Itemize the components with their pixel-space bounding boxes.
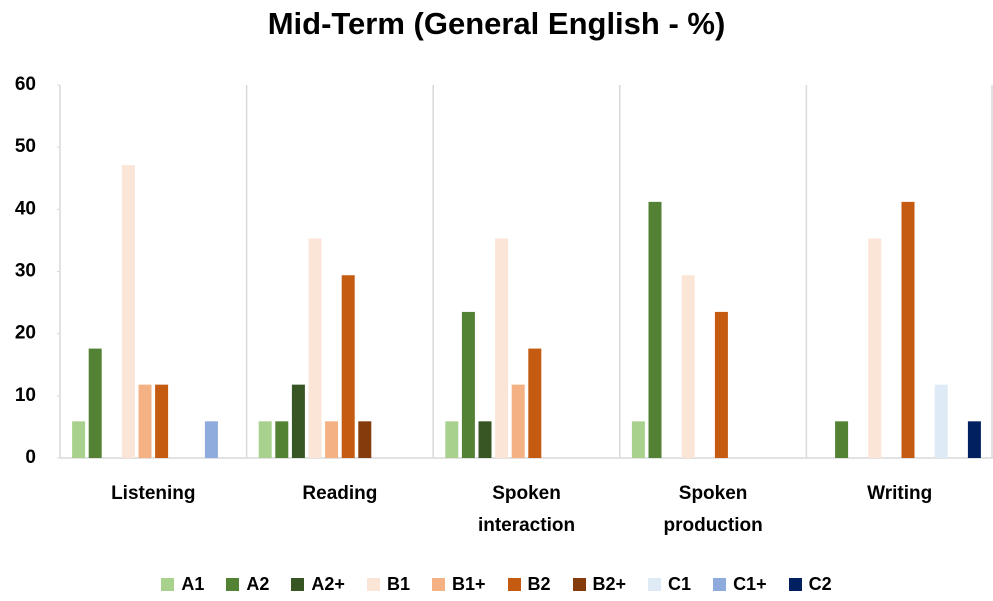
legend-swatch bbox=[713, 578, 727, 591]
legend-swatch bbox=[788, 578, 802, 591]
bar bbox=[648, 201, 662, 458]
x-tick-label: Spoken production bbox=[663, 483, 763, 536]
legend-swatch bbox=[226, 578, 240, 591]
bar bbox=[934, 384, 948, 458]
bar bbox=[445, 421, 459, 458]
x-tick-label: Spoken interaction bbox=[477, 483, 576, 536]
y-tick-label: 20 bbox=[15, 323, 36, 344]
legend-swatch bbox=[572, 578, 586, 591]
bar bbox=[88, 348, 102, 458]
bar bbox=[155, 384, 169, 458]
bar bbox=[511, 384, 525, 458]
legend-swatch bbox=[291, 578, 305, 591]
bar bbox=[528, 348, 542, 458]
x-tick-label: Reading bbox=[302, 483, 378, 504]
bar bbox=[72, 421, 86, 458]
legend-label: A2 bbox=[246, 574, 270, 594]
bar bbox=[341, 275, 355, 458]
legend-swatch bbox=[507, 578, 521, 591]
bar bbox=[358, 421, 372, 458]
legend-label: A1 bbox=[181, 574, 205, 594]
legend-swatch bbox=[648, 578, 662, 591]
bar bbox=[901, 201, 915, 458]
y-tick-label: 50 bbox=[15, 136, 36, 157]
bar bbox=[631, 421, 645, 458]
legend-label: B1+ bbox=[451, 574, 486, 594]
legend-item: C2 bbox=[788, 574, 832, 595]
bar bbox=[868, 238, 882, 458]
bar bbox=[714, 311, 728, 458]
bar bbox=[835, 421, 849, 458]
x-tick-label: Writing bbox=[867, 483, 933, 504]
bar bbox=[461, 311, 475, 458]
bar bbox=[291, 384, 305, 458]
bar bbox=[308, 238, 322, 458]
bar bbox=[478, 421, 492, 458]
bar bbox=[495, 238, 509, 458]
bar bbox=[121, 165, 135, 458]
legend-label: C1+ bbox=[733, 574, 767, 594]
legend-item: A2+ bbox=[291, 574, 345, 595]
y-tick-label: 40 bbox=[15, 198, 36, 219]
legend-swatch bbox=[366, 578, 380, 591]
legend-item: B2 bbox=[507, 574, 551, 595]
bar bbox=[967, 421, 981, 458]
legend-label: B2+ bbox=[592, 574, 627, 594]
legend-label: A2+ bbox=[311, 574, 345, 594]
legend-item: A2 bbox=[226, 574, 269, 595]
legend-label: B1 bbox=[386, 574, 410, 594]
bar bbox=[258, 421, 272, 458]
y-tick-label: 10 bbox=[15, 385, 36, 406]
bar bbox=[325, 421, 339, 458]
legend-label: C2 bbox=[808, 574, 832, 594]
bar bbox=[138, 384, 152, 458]
bar bbox=[204, 421, 218, 458]
legend-swatch bbox=[431, 578, 445, 591]
legend-label: C1 bbox=[668, 574, 692, 594]
legend-label: B2 bbox=[527, 574, 551, 594]
y-tick-label: 0 bbox=[25, 447, 36, 468]
legend: A1 A2 A2+ B1 B1+ B2 B2+ C1 C1+ C2 bbox=[0, 574, 993, 595]
legend-swatch bbox=[161, 578, 175, 591]
legend-item: B1+ bbox=[431, 574, 486, 595]
y-tick-label: 60 bbox=[15, 74, 36, 95]
legend-item: A1 bbox=[161, 574, 204, 595]
legend-item: B2+ bbox=[572, 574, 627, 595]
y-tick-label: 30 bbox=[15, 261, 36, 282]
bar bbox=[681, 275, 695, 458]
bar bbox=[275, 421, 289, 458]
legend-item: C1+ bbox=[713, 574, 767, 595]
chart-title: Mid-Term (General English - %) bbox=[267, 6, 726, 41]
legend-item: C1 bbox=[648, 574, 691, 595]
x-tick-label: Listening bbox=[111, 483, 196, 504]
legend-item: B1 bbox=[366, 574, 410, 595]
